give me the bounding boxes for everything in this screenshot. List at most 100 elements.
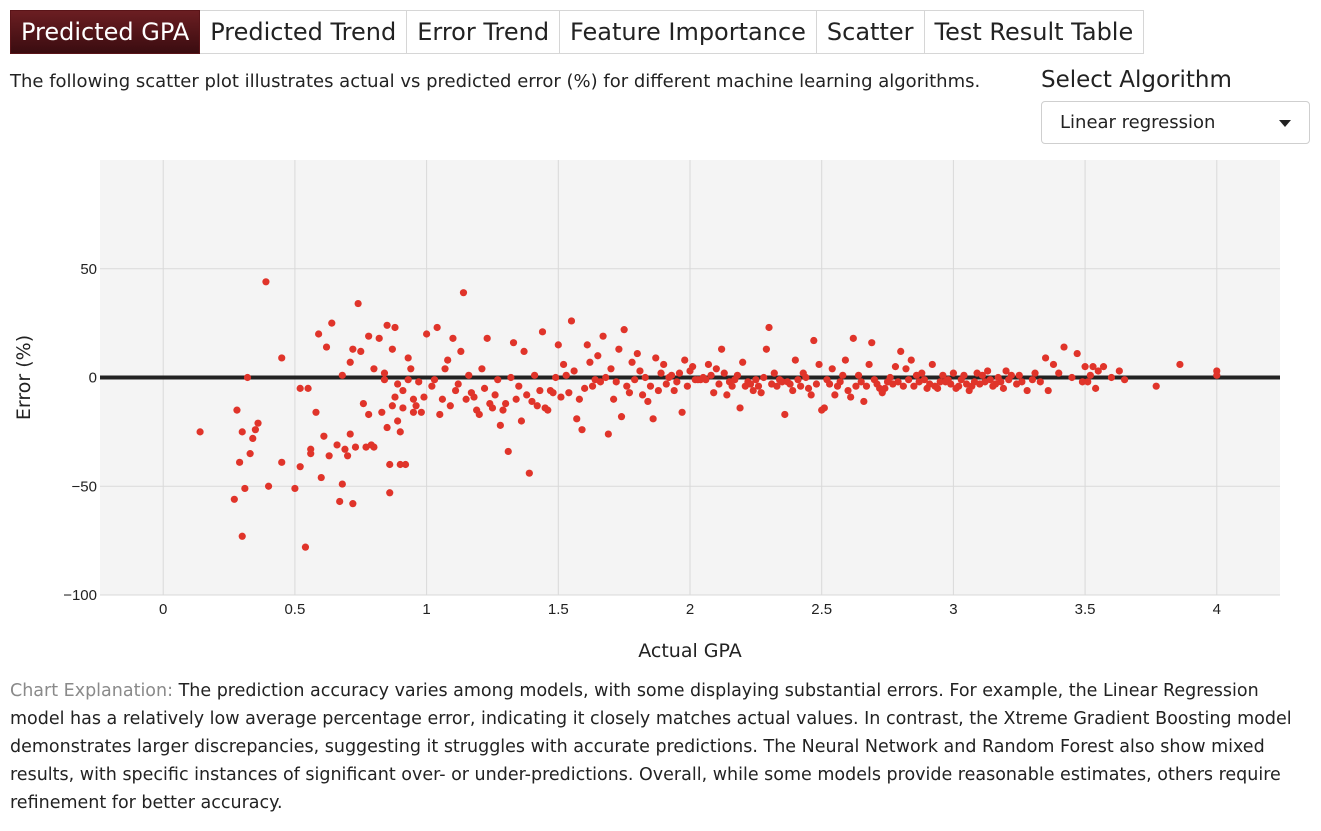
- data-point: [617, 413, 626, 421]
- data-point: [349, 500, 357, 508]
- data-point: [581, 384, 589, 392]
- data-point: [667, 371, 676, 379]
- data-point: [847, 393, 855, 401]
- tab-feature-importance[interactable]: Feature Importance: [560, 10, 817, 54]
- data-point: [728, 382, 736, 390]
- data-point: [1041, 354, 1050, 362]
- data-point: [628, 358, 636, 366]
- data-point: [404, 376, 412, 384]
- data-point: [559, 360, 568, 369]
- data-point: [1049, 360, 1058, 369]
- data-point: [1028, 376, 1037, 384]
- data-point: [749, 386, 757, 395]
- data-point: [778, 378, 786, 386]
- data-point: [652, 354, 660, 362]
- data-point: [594, 352, 602, 360]
- data-point: [459, 289, 468, 297]
- data-point: [399, 386, 407, 395]
- data-point: [920, 376, 929, 384]
- data-point: [1084, 378, 1092, 386]
- data-point: [852, 382, 860, 390]
- data-point: [654, 386, 662, 395]
- data-point: [423, 330, 431, 338]
- data-point: [320, 432, 328, 440]
- data-point: [752, 376, 760, 384]
- data-point: [794, 376, 802, 384]
- data-point: [1073, 349, 1081, 358]
- x-tick-label: 2: [686, 601, 694, 618]
- data-point: [399, 404, 407, 412]
- data-point: [523, 391, 531, 399]
- data-point: [488, 404, 497, 412]
- data-point: [370, 443, 378, 451]
- data-point: [238, 428, 246, 436]
- algorithm-select-value: Linear regression: [1060, 112, 1216, 133]
- data-point: [849, 334, 857, 342]
- tab-error-trend[interactable]: Error Trend: [407, 10, 561, 54]
- data-point: [868, 339, 876, 347]
- data-point: [897, 347, 905, 355]
- data-point: [633, 349, 641, 358]
- data-point: [599, 332, 607, 340]
- data-point: [662, 380, 670, 388]
- data-point: [841, 356, 850, 364]
- data-point: [757, 389, 765, 397]
- data-point: [296, 384, 304, 392]
- data-point: [333, 441, 341, 449]
- data-point: [933, 384, 942, 392]
- data-point: [1078, 378, 1087, 386]
- x-axis-label: Actual GPA: [638, 640, 742, 662]
- data-point: [533, 402, 541, 410]
- data-point: [1094, 367, 1102, 375]
- tab-predicted-trend[interactable]: Predicted Trend: [200, 10, 408, 54]
- chart-explanation-label: Chart Explanation:: [10, 681, 173, 701]
- data-point: [902, 365, 910, 373]
- data-point: [820, 404, 828, 412]
- data-point: [451, 386, 460, 395]
- tab-predicted-gpa[interactable]: Predicted GPA: [10, 10, 201, 54]
- data-point: [1115, 367, 1123, 375]
- x-tick-label: 4: [1213, 601, 1221, 618]
- data-point: [1015, 371, 1023, 379]
- data-point: [562, 371, 570, 379]
- data-point: [854, 371, 863, 379]
- y-axis-ticks: −100 −50 0 50: [63, 261, 97, 604]
- data-point: [446, 402, 454, 410]
- select-algorithm-label: Select Algorithm: [1041, 67, 1232, 93]
- data-point: [773, 382, 781, 390]
- data-point: [278, 354, 286, 362]
- data-point: [683, 382, 691, 390]
- data-point: [620, 326, 628, 334]
- data-point: [797, 382, 805, 390]
- data-point: [844, 386, 852, 395]
- data-point: [754, 382, 763, 390]
- algorithm-select[interactable]: Linear regression: [1041, 101, 1310, 144]
- data-point: [338, 371, 346, 379]
- data-point: [723, 391, 731, 399]
- data-point: [491, 391, 499, 399]
- data-point: [947, 380, 955, 388]
- data-point: [1086, 371, 1094, 379]
- x-tick-label: 0: [159, 601, 167, 618]
- data-point: [857, 378, 865, 386]
- data-point: [786, 380, 794, 388]
- data-point: [675, 369, 684, 377]
- data-point: [623, 382, 631, 390]
- data-point: [660, 360, 668, 369]
- x-axis-ticks: 0 0.5 1 1.5 2 2.5 3 3.5 4: [159, 601, 1221, 618]
- data-point: [710, 389, 718, 397]
- data-point: [436, 410, 444, 419]
- data-point: [336, 497, 344, 506]
- data-point: [891, 363, 900, 371]
- data-point: [739, 358, 747, 366]
- data-point: [802, 373, 810, 382]
- data-point: [1044, 386, 1052, 395]
- data-point: [860, 397, 868, 406]
- tab-scatter[interactable]: Scatter: [816, 10, 925, 54]
- data-point: [470, 393, 478, 401]
- data-point: [1068, 373, 1076, 382]
- data-point: [412, 402, 420, 410]
- data-point: [428, 382, 436, 390]
- tab-test-result-table[interactable]: Test Result Table: [924, 10, 1145, 54]
- data-point: [346, 358, 354, 366]
